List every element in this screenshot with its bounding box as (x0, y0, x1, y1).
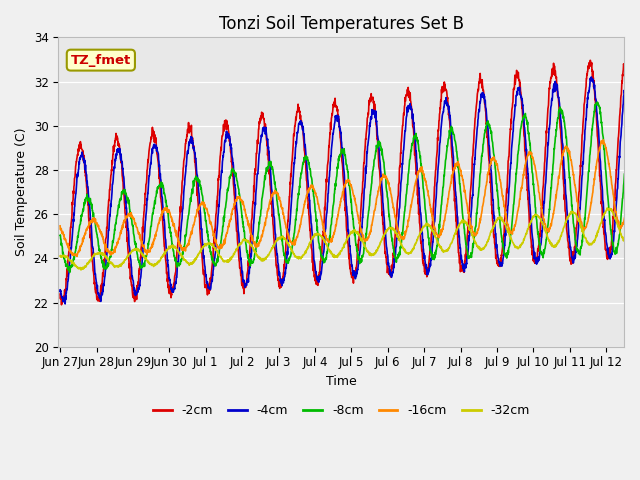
-32cm (605, 207, 612, 213)
-2cm (605, 253, 612, 259)
Line: -2cm: -2cm (60, 60, 625, 305)
-32cm (316, 232, 324, 238)
-4cm (316, 273, 324, 278)
-4cm (621, 89, 628, 95)
-4cm (56, 287, 64, 293)
-32cm (77, 267, 85, 273)
-2cm (58, 302, 65, 308)
Line: -8cm: -8cm (60, 102, 625, 272)
-2cm (56, 291, 64, 297)
-16cm (73, 253, 81, 259)
-2cm (331, 97, 339, 103)
-32cm (604, 205, 611, 211)
-4cm (501, 243, 509, 249)
-32cm (621, 238, 628, 243)
-2cm (85, 216, 93, 221)
-16cm (621, 215, 628, 221)
-4cm (61, 301, 69, 307)
-4cm (588, 74, 595, 80)
-16cm (605, 157, 612, 163)
Title: Tonzi Soil Temperatures Set B: Tonzi Soil Temperatures Set B (219, 15, 464, 33)
-32cm (501, 221, 509, 227)
-2cm (316, 270, 324, 276)
Y-axis label: Soil Temperature (C): Soil Temperature (C) (15, 128, 28, 256)
-16cm (316, 207, 324, 213)
-16cm (600, 137, 607, 143)
-2cm (621, 62, 628, 68)
Legend: -2cm, -4cm, -8cm, -16cm, -32cm: -2cm, -4cm, -8cm, -16cm, -32cm (148, 399, 535, 422)
-8cm (85, 195, 93, 201)
-16cm (605, 161, 612, 167)
-16cm (85, 220, 93, 226)
-8cm (621, 171, 628, 177)
-8cm (593, 99, 601, 105)
Text: TZ_fmet: TZ_fmet (71, 54, 131, 67)
Line: -32cm: -32cm (60, 208, 625, 270)
-32cm (56, 253, 64, 259)
-32cm (605, 206, 612, 212)
-8cm (66, 269, 74, 275)
-16cm (501, 205, 509, 211)
-8cm (605, 201, 612, 207)
-8cm (605, 203, 612, 209)
-32cm (85, 259, 93, 264)
-2cm (605, 255, 612, 261)
-16cm (331, 228, 339, 234)
-8cm (501, 251, 509, 256)
-16cm (56, 223, 64, 229)
Line: -16cm: -16cm (60, 140, 625, 256)
X-axis label: Time: Time (326, 375, 356, 388)
-32cm (331, 254, 339, 260)
-4cm (331, 120, 339, 126)
Line: -4cm: -4cm (60, 77, 625, 304)
-2cm (586, 58, 594, 63)
-2cm (501, 216, 509, 222)
-4cm (605, 250, 612, 255)
-8cm (316, 244, 324, 250)
-4cm (605, 252, 612, 258)
-8cm (331, 186, 339, 192)
-4cm (85, 202, 93, 208)
-8cm (56, 232, 64, 238)
